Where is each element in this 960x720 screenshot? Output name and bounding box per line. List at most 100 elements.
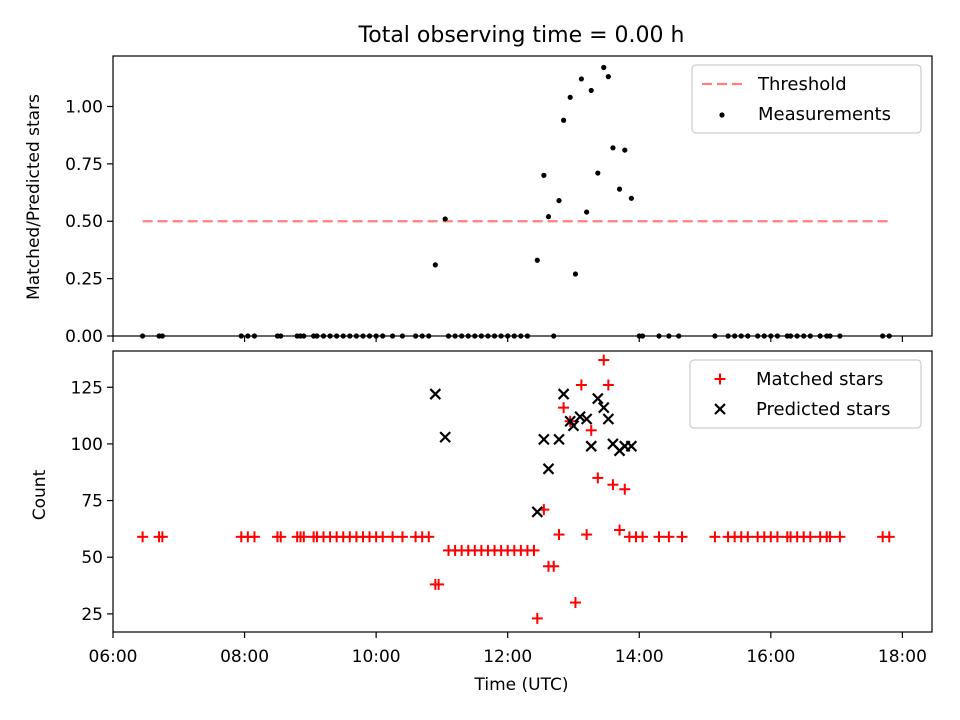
matched-star-point (592, 472, 604, 484)
bottom-x-axis: 06:00 08:00 10:00 12:00 14:00 16:00 18:00 (89, 632, 927, 667)
top-y-tick-label: 0.25 (65, 270, 103, 290)
legend-matched-swatch (714, 373, 726, 385)
matched-star-point (771, 531, 783, 543)
bottom-y-tick-label: 50 (81, 548, 103, 568)
measurement-point (616, 186, 623, 192)
measurement-point (601, 64, 607, 71)
bottom-x-axis-label: Time (UTC) (474, 675, 569, 695)
bottom-panel: 25 50 75 100 125 06:00 08:00 10:00 12:00 14:00 16… (30, 350, 933, 695)
matched-star-point (614, 524, 626, 536)
measurement-point (622, 147, 628, 153)
measurement-point (534, 257, 540, 263)
bottom-legend-box (689, 359, 922, 429)
bottom-y-tick-label: 125 (71, 378, 103, 398)
predicted-star-point (585, 440, 598, 452)
top-y-axis-label: Matched/Predicted stars (24, 94, 44, 300)
predicted-star-point (557, 388, 570, 400)
matched-star-point (156, 531, 168, 543)
top-y-tick-label: 0.50 (65, 212, 103, 232)
matched-star-point (387, 531, 399, 543)
predicted-star-point (574, 410, 586, 423)
bottom-legend: Matched stars Predicted stars (689, 359, 922, 429)
measurement-point (628, 195, 634, 201)
legend-predicted-marker (714, 403, 726, 415)
bottom-y-tick-label: 100 (71, 435, 103, 455)
top-legend: Threshold Measurements (691, 64, 922, 134)
predicted-star-point (439, 431, 451, 443)
predicted-star-point (597, 401, 610, 414)
legend-threshold-label: Threshold (757, 74, 847, 95)
matched-star-point (637, 531, 649, 543)
top-y-tick-label: 0.75 (65, 155, 103, 175)
bottom-x-tick-label: 12:00 (483, 647, 532, 667)
matched-star-point (581, 529, 593, 541)
measurement-point (567, 94, 573, 100)
matched-star-point (137, 531, 149, 543)
matched-star-point (558, 402, 570, 414)
measurement-point (442, 216, 448, 222)
measurement-point (610, 145, 616, 151)
measurement-point (432, 262, 438, 268)
top-y-tick-label: 0.00 (65, 327, 103, 347)
matched-star-point (804, 531, 816, 543)
predicted-star-point (580, 413, 593, 425)
measurement-point (572, 271, 579, 277)
matched-star-point (575, 379, 587, 391)
top-panel: 0.00 0.25 0.50 0.75 1.00 Matched/Predicted s… (24, 55, 933, 347)
measurement-point (595, 170, 601, 176)
matched-star-point (834, 531, 846, 543)
matched-star-point (709, 531, 721, 543)
predicted-star-point (553, 433, 565, 446)
matched-star-point (553, 529, 565, 541)
top-y-axis: 0.00 0.25 0.50 0.75 1.00 (65, 97, 113, 347)
matched-star-point (275, 531, 287, 543)
matched-star-point (619, 483, 631, 495)
measurement-point (588, 87, 594, 94)
matched-star-point (569, 597, 581, 609)
matched-star-point (653, 531, 665, 543)
measurement-point (545, 214, 552, 220)
matched-star-point (377, 531, 389, 543)
bottom-x-tick-label: 06:00 (89, 647, 138, 667)
predicted-stars-series (429, 388, 638, 518)
measurement-point (561, 117, 567, 123)
matched-star-point (548, 560, 560, 572)
predicted-star-point (531, 506, 544, 518)
matched-star-point (598, 354, 610, 366)
matched-star-point (585, 424, 597, 436)
top-y-tick-label: 1.00 (65, 97, 103, 117)
measurement-point (556, 197, 562, 204)
matched-star-point (248, 531, 260, 543)
bottom-y-tick-label: 75 (81, 492, 103, 512)
legend-matched-label: Matched stars (756, 369, 883, 390)
bottom-x-tick-label: 16:00 (746, 647, 795, 667)
bottom-axes-frame (112, 350, 933, 633)
legend-predicted-label: Predicted stars (756, 399, 890, 420)
predicted-star-point (602, 413, 615, 425)
predicted-star-point (542, 463, 555, 475)
legend-measurements-swatch (719, 112, 725, 118)
bottom-y-tick-label: 25 (81, 605, 103, 625)
legend-matched-marker (714, 373, 726, 385)
matched-star-point (676, 531, 688, 543)
bottom-y-axis-label: Count (30, 469, 50, 520)
matched-star-point (742, 531, 754, 543)
measurement-point (541, 172, 547, 178)
bottom-x-tick-label: 14:00 (615, 647, 664, 667)
measurement-point (578, 76, 584, 82)
measurement-point (584, 209, 590, 215)
matched-star-point (528, 544, 540, 556)
matched-star-point (663, 531, 675, 543)
matched-star-point (423, 531, 435, 543)
matched-star-point (396, 531, 408, 543)
bottom-y-axis: 25 50 75 100 125 (71, 378, 113, 625)
predicted-star-point (538, 433, 550, 446)
figure-title: Total observing time = 0.00 h (358, 23, 685, 48)
predicted-star-point (592, 392, 604, 405)
predicted-star-point (429, 388, 442, 400)
top-legend-box (691, 64, 922, 134)
bottom-x-tick-label: 10:00 (352, 647, 401, 667)
matched-stars-series (137, 354, 895, 624)
matched-star-point (602, 379, 614, 391)
